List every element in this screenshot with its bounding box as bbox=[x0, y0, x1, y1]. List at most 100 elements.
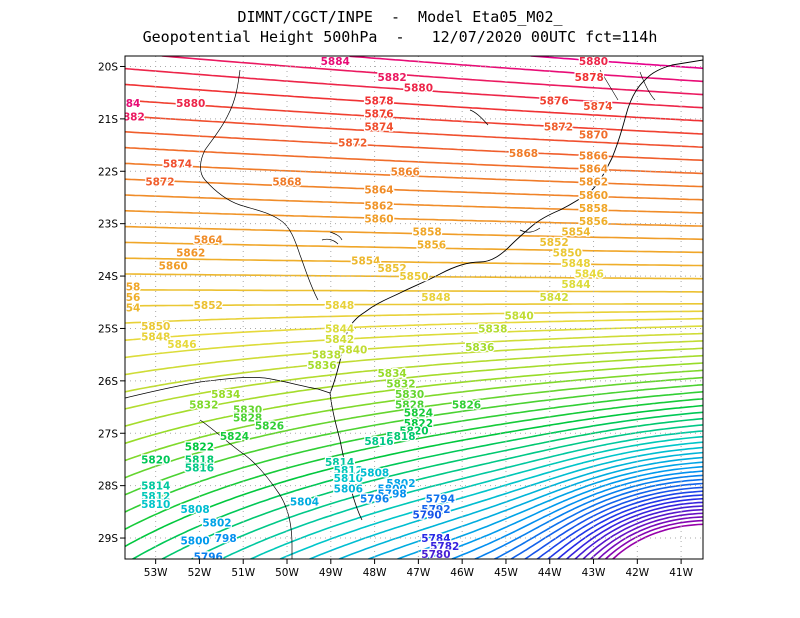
contour-label: 5808 bbox=[180, 504, 209, 516]
contour-label: 5862 bbox=[579, 177, 608, 189]
contour-line-5796 bbox=[474, 474, 703, 559]
contour-line-5832 bbox=[125, 369, 703, 462]
contour-line-5824 bbox=[125, 398, 703, 530]
x-tick-label: 44W bbox=[538, 567, 562, 579]
latitude-ticks: 20S 21S 22S 23S 24S 25S 26S 27S 28S 29S bbox=[98, 61, 125, 545]
contour-label: 5852 bbox=[539, 237, 568, 249]
contour-line-5826 bbox=[125, 391, 703, 513]
y-tick-label: 26S bbox=[98, 376, 118, 388]
y-tick-label: 20S bbox=[98, 61, 118, 73]
contour-label: 5818 bbox=[386, 431, 415, 443]
contour-label: 5880 bbox=[579, 56, 608, 68]
contour-label: 5792 bbox=[421, 504, 450, 516]
contour-label: 5800 bbox=[377, 483, 406, 495]
y-tick-label: 25S bbox=[98, 323, 118, 335]
contour-label: 5866 bbox=[391, 166, 420, 178]
contour-line-5818 bbox=[161, 417, 703, 559]
contour-label: 854 bbox=[118, 303, 140, 315]
contour-line-5812 bbox=[250, 435, 703, 559]
contour-line-5820 bbox=[132, 411, 703, 559]
contour-label: 5840 bbox=[504, 310, 533, 322]
contour-label: 5814 bbox=[141, 481, 170, 493]
contour-line-5802 bbox=[396, 461, 703, 559]
contour-label: 5816 bbox=[185, 462, 214, 474]
contour-line-5842 bbox=[125, 332, 703, 376]
contour-line-5834 bbox=[125, 362, 703, 445]
contour-line-5822 bbox=[125, 404, 703, 548]
contour-label: 5878 bbox=[575, 72, 604, 84]
contour-line-5866 bbox=[125, 178, 703, 201]
contour-line-5828 bbox=[125, 384, 703, 496]
contour-label: 5838 bbox=[312, 350, 341, 362]
contour-label: 5816 bbox=[364, 436, 393, 448]
contour-label: 5858 bbox=[412, 227, 441, 239]
contour-label: 5850 bbox=[553, 248, 582, 260]
y-tick-label: 24S bbox=[98, 271, 118, 283]
contour-label: 5872 bbox=[544, 122, 573, 134]
contour-line-5840 bbox=[125, 340, 703, 393]
contour-label: 5796 bbox=[194, 551, 223, 563]
contour-label: 5822 bbox=[185, 441, 214, 453]
x-tick-label: 42W bbox=[625, 567, 649, 579]
contour-label: 5852 bbox=[194, 300, 223, 312]
contour-label: 5860 bbox=[159, 261, 188, 273]
contour-label: 5874 bbox=[163, 158, 192, 170]
contour-label: 5802 bbox=[386, 478, 415, 490]
contour-label: 5828 bbox=[233, 413, 262, 425]
x-tick-label: 52W bbox=[188, 567, 212, 579]
contour-label: 5878 bbox=[364, 96, 393, 108]
contour-line-5804 bbox=[367, 456, 703, 559]
contour-line-5770 bbox=[612, 523, 703, 559]
contour-label: 5790 bbox=[412, 510, 441, 522]
contour-label: 5842 bbox=[325, 334, 354, 346]
contour-label: 5852 bbox=[377, 263, 406, 275]
contour-line-5816 bbox=[191, 424, 703, 559]
contour-label: 5874 bbox=[364, 122, 393, 134]
contour-label: 5866 bbox=[579, 151, 608, 163]
contour-label: 5862 bbox=[176, 248, 205, 260]
contour-label: 5844 bbox=[561, 279, 590, 291]
x-tick-label: 50W bbox=[275, 567, 299, 579]
contour-label: 5840 bbox=[338, 344, 367, 356]
contour-label: 5856 bbox=[417, 240, 446, 252]
contour-label: 5830 bbox=[233, 405, 262, 417]
contour-label: 5814 bbox=[325, 457, 354, 469]
contour-label: 5820 bbox=[141, 454, 170, 466]
contour-label: 5812 bbox=[141, 491, 170, 503]
contour-label: 798 bbox=[215, 533, 237, 545]
contour-label: 5880 bbox=[176, 98, 205, 110]
contour-label: 5854 bbox=[351, 255, 380, 267]
map-title-line-1: DIMNT/CGCT/INPE - Model Eta05_M02_ bbox=[237, 8, 563, 26]
contour-line-5810 bbox=[279, 441, 703, 559]
contour-label: 5818 bbox=[185, 454, 214, 466]
contour-label: 5836 bbox=[465, 342, 494, 354]
contour-label: 882 bbox=[123, 111, 145, 123]
contour-line-5830 bbox=[125, 376, 703, 479]
contour-label: 5806 bbox=[334, 483, 363, 495]
contour-label: 5846 bbox=[167, 339, 196, 351]
contour-label: 5854 bbox=[561, 227, 590, 239]
longitude-ticks: 53W 52W 51W 50W 49W 48W 47W 46W 45W 44W 43W 42W 41W bbox=[144, 559, 694, 579]
contour-line-5780 bbox=[574, 505, 703, 559]
contour-line-5848 bbox=[125, 310, 703, 324]
contour-line-5794 bbox=[493, 478, 703, 559]
contour-label: 5802 bbox=[202, 517, 231, 529]
contour-label: 5824 bbox=[220, 431, 249, 443]
x-tick-label: 47W bbox=[407, 567, 431, 579]
contour-line-5880 bbox=[125, 67, 703, 109]
contour-label: 5860 bbox=[364, 213, 393, 225]
contour-line-5864 bbox=[125, 194, 703, 214]
contour-line-5856 bbox=[125, 257, 703, 267]
contour-label: 5830 bbox=[395, 389, 424, 401]
contour-label: 5872 bbox=[338, 138, 367, 150]
contour-label: 5824 bbox=[404, 407, 433, 419]
contour-label: 5846 bbox=[575, 268, 604, 280]
contour-label: 5860 bbox=[579, 190, 608, 202]
contour-label: 5838 bbox=[478, 324, 507, 336]
contour-line-5872 bbox=[125, 131, 703, 162]
contour-line-5876 bbox=[125, 99, 703, 135]
contour-label: 5864 bbox=[364, 185, 393, 197]
contour-label: 5870 bbox=[579, 130, 608, 142]
contour-line-5800 bbox=[425, 465, 703, 559]
